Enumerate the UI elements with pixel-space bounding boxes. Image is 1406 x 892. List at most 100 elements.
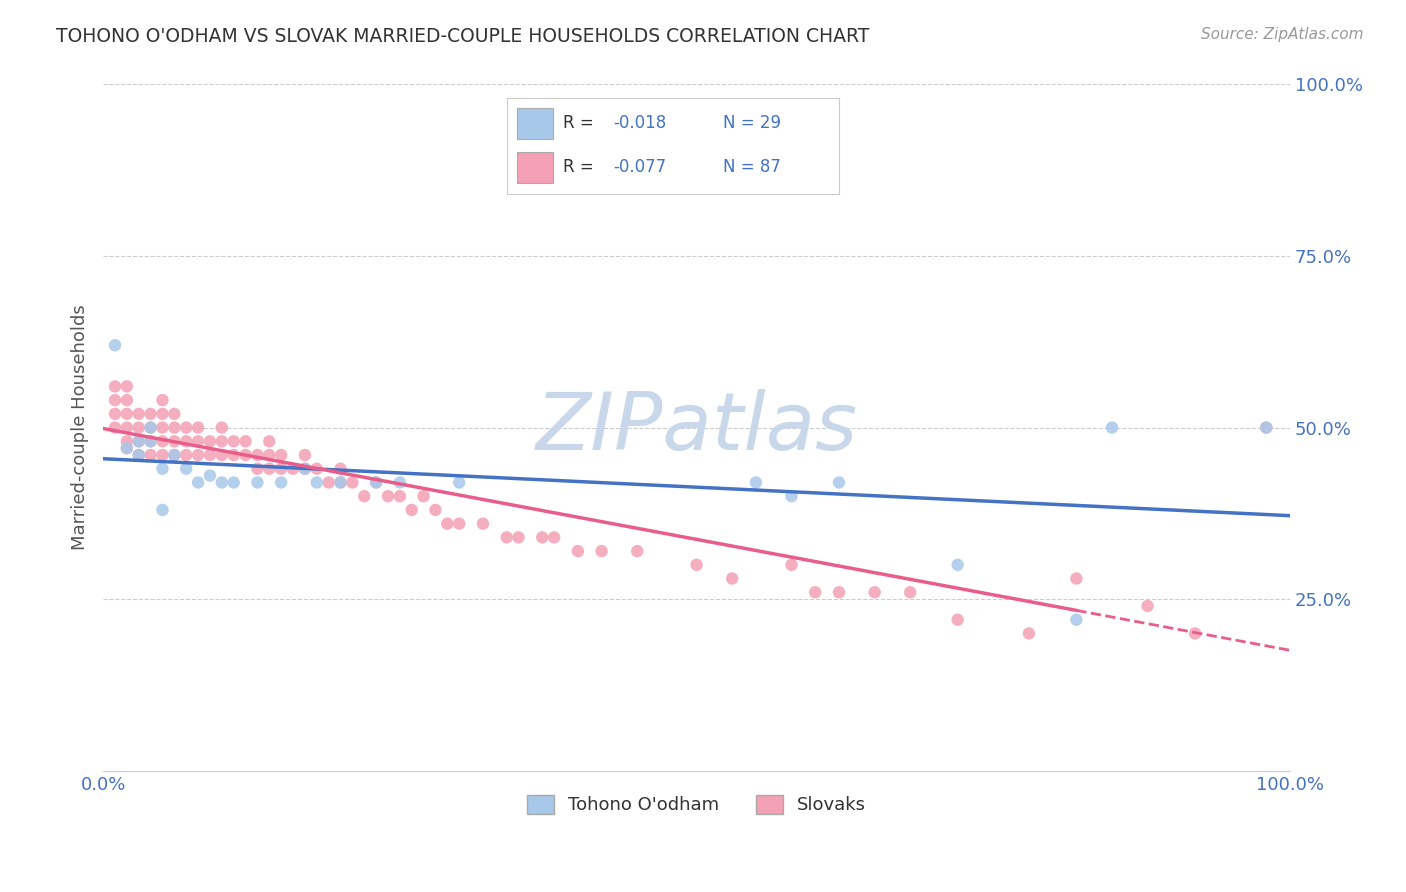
- Point: [270, 461, 292, 475]
- Point: [128, 448, 150, 462]
- Point: [128, 407, 150, 421]
- Point: [174, 461, 197, 475]
- Point: [543, 530, 565, 544]
- Point: [377, 489, 399, 503]
- Point: [115, 407, 138, 421]
- Point: [898, 585, 921, 599]
- Point: [828, 585, 851, 599]
- Point: [104, 379, 127, 393]
- Point: [198, 434, 221, 449]
- Point: [104, 338, 127, 352]
- Point: [163, 448, 186, 462]
- Text: Source: ZipAtlas.com: Source: ZipAtlas.com: [1201, 27, 1364, 42]
- Text: ZIPatlas: ZIPatlas: [536, 389, 858, 467]
- Point: [187, 434, 209, 449]
- Point: [412, 489, 434, 503]
- Point: [270, 475, 292, 490]
- Point: [508, 530, 530, 544]
- Point: [152, 503, 174, 517]
- Point: [104, 407, 127, 421]
- Point: [139, 434, 162, 449]
- Point: [294, 461, 316, 475]
- Point: [152, 407, 174, 421]
- Point: [804, 585, 827, 599]
- Point: [780, 489, 803, 503]
- Y-axis label: Married-couple Households: Married-couple Households: [72, 305, 89, 550]
- Point: [828, 475, 851, 490]
- Point: [946, 558, 969, 572]
- Point: [863, 585, 886, 599]
- Point: [139, 420, 162, 434]
- Point: [721, 572, 744, 586]
- Point: [1256, 420, 1278, 434]
- Text: TOHONO O'ODHAM VS SLOVAK MARRIED-COUPLE HOUSEHOLDS CORRELATION CHART: TOHONO O'ODHAM VS SLOVAK MARRIED-COUPLE …: [56, 27, 870, 45]
- Point: [211, 475, 233, 490]
- Point: [259, 434, 281, 449]
- Point: [222, 434, 245, 449]
- Point: [281, 461, 304, 475]
- Point: [187, 448, 209, 462]
- Point: [187, 420, 209, 434]
- Point: [329, 475, 352, 490]
- Point: [270, 448, 292, 462]
- Point: [152, 420, 174, 434]
- Point: [366, 475, 388, 490]
- Point: [305, 475, 328, 490]
- Point: [115, 441, 138, 455]
- Point: [246, 461, 269, 475]
- Point: [152, 448, 174, 462]
- Point: [591, 544, 613, 558]
- Point: [198, 468, 221, 483]
- Point: [139, 420, 162, 434]
- Point: [163, 434, 186, 449]
- Point: [259, 461, 281, 475]
- Point: [1136, 599, 1159, 613]
- Point: [567, 544, 589, 558]
- Point: [211, 448, 233, 462]
- Point: [115, 393, 138, 408]
- Point: [222, 475, 245, 490]
- Point: [471, 516, 494, 531]
- Point: [780, 558, 803, 572]
- Point: [305, 461, 328, 475]
- Point: [115, 379, 138, 393]
- Point: [388, 475, 411, 490]
- Point: [626, 544, 648, 558]
- Point: [128, 434, 150, 449]
- Point: [353, 489, 375, 503]
- Point: [246, 448, 269, 462]
- Point: [745, 475, 768, 490]
- Point: [174, 434, 197, 449]
- Point: [174, 420, 197, 434]
- Point: [211, 420, 233, 434]
- Point: [139, 407, 162, 421]
- Point: [318, 475, 340, 490]
- Point: [104, 420, 127, 434]
- Point: [104, 393, 127, 408]
- Point: [152, 393, 174, 408]
- Point: [1256, 420, 1278, 434]
- Point: [294, 448, 316, 462]
- Point: [198, 448, 221, 462]
- Point: [294, 461, 316, 475]
- Point: [259, 448, 281, 462]
- Point: [436, 516, 458, 531]
- Point: [1066, 613, 1088, 627]
- Point: [685, 558, 707, 572]
- Point: [401, 503, 423, 517]
- Point: [128, 434, 150, 449]
- Point: [163, 407, 186, 421]
- Point: [366, 475, 388, 490]
- Point: [115, 420, 138, 434]
- Point: [235, 448, 257, 462]
- Point: [449, 475, 471, 490]
- Point: [329, 475, 352, 490]
- Point: [152, 461, 174, 475]
- Point: [388, 489, 411, 503]
- Point: [187, 475, 209, 490]
- Point: [163, 448, 186, 462]
- Point: [139, 434, 162, 449]
- Point: [1184, 626, 1206, 640]
- Point: [115, 434, 138, 449]
- Point: [222, 448, 245, 462]
